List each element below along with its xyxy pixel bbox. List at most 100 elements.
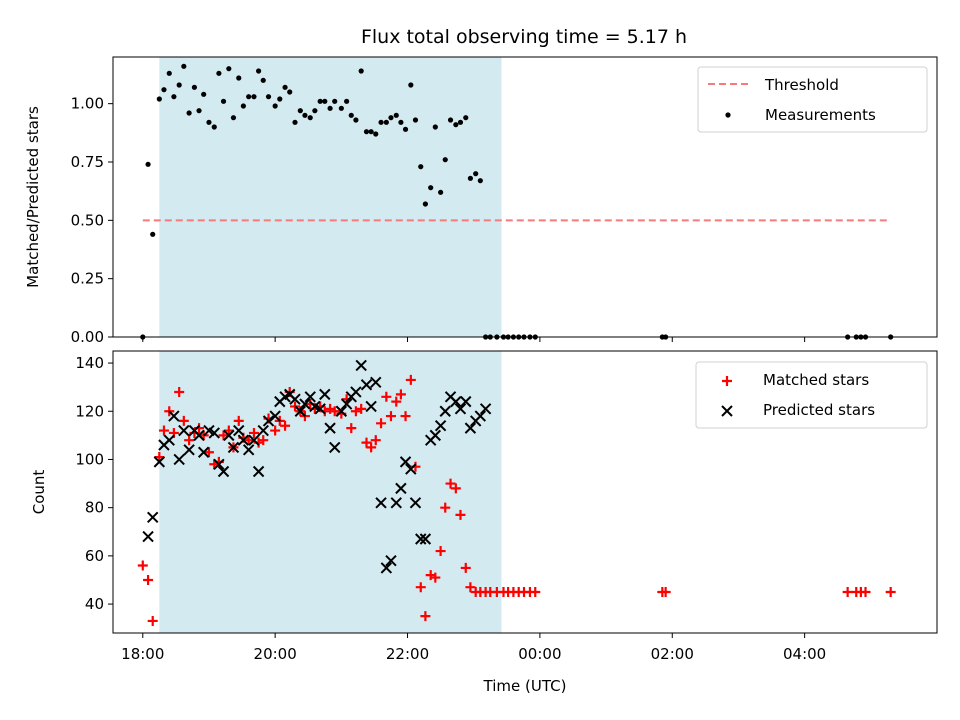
x-tick-label: 22:00: [386, 645, 429, 663]
matched-star-point: [203, 447, 214, 458]
predicted-star-point: [340, 398, 353, 410]
predicted-star-point: [217, 465, 230, 478]
predicted-star-point: [454, 403, 467, 415]
measurement-point: [191, 84, 198, 90]
measurement-point: [181, 63, 187, 69]
y-tick-label: 40: [85, 595, 104, 613]
predicted-star-point: [360, 379, 373, 391]
measurement-point: [388, 115, 394, 121]
predicted-star-point: [429, 429, 442, 442]
measurement-point: [256, 68, 262, 74]
legend-predicted-label: Predicted stars: [763, 401, 875, 419]
measurement-point: [378, 119, 384, 125]
predicted-star-point: [395, 482, 407, 495]
measurement-point: [246, 94, 252, 100]
predicted-star-point: [299, 398, 311, 410]
measurement-point: [473, 171, 479, 177]
measurement-point: [145, 161, 151, 167]
matched-star-point: [440, 502, 451, 513]
matched-star-point: [356, 403, 367, 414]
predicted-star-point: [335, 405, 348, 417]
matched-star-point: [460, 562, 471, 573]
measurement-point: [251, 94, 257, 100]
predicted-star-point: [294, 405, 307, 417]
measurement-point: [477, 178, 483, 184]
measurement-point: [327, 105, 333, 111]
measurement-point: [206, 119, 212, 125]
count-axes-frame: [112, 350, 938, 634]
legend: Matched stars Predicted stars: [695, 361, 928, 429]
measurement-point: [383, 119, 389, 125]
matched-star-point: [465, 582, 476, 593]
predicted-star-point: [419, 533, 432, 545]
measurement-point: [408, 82, 414, 88]
predicted-star-point: [269, 410, 281, 422]
measurement-point: [353, 117, 359, 123]
predicted-star-point: [257, 424, 269, 437]
matched-star-point: [223, 425, 234, 436]
measurement-point: [373, 131, 379, 137]
y-tick-label: 0.75: [71, 153, 104, 171]
y-axis-label: Matched/Predicted stars: [24, 106, 42, 288]
measurement-point: [176, 82, 182, 88]
predicted-star-point: [227, 441, 240, 454]
matched-star-point: [370, 435, 381, 446]
measurement-point: [418, 164, 424, 170]
measurement-point: [412, 117, 419, 123]
legend-measurement-label: Measurements: [765, 106, 876, 124]
measurement-point: [363, 129, 370, 135]
predicted-star-point: [380, 562, 393, 574]
predicted-star-point: [142, 530, 154, 543]
measurement-point: [438, 189, 444, 195]
matched-star-point: [405, 374, 416, 385]
predicted-star-point: [390, 497, 402, 509]
matched-star-point: [290, 401, 301, 412]
y-tick-label: 0.25: [71, 270, 104, 288]
measurement-point: [216, 70, 222, 76]
x-tick-label: 02:00: [651, 645, 694, 663]
matched-star-point: [218, 430, 229, 441]
predicted-star-point: [405, 463, 417, 475]
matched-star-point: [248, 427, 259, 438]
measurement-point: [402, 126, 409, 132]
measurement-point: [161, 87, 167, 93]
matched-star-point: [885, 587, 896, 598]
measurement-point: [312, 108, 318, 114]
predicted-star-point: [289, 393, 301, 405]
predicted-star-point: [399, 456, 412, 468]
predicted-star-point: [460, 395, 472, 408]
measurement-point: [393, 112, 399, 118]
predicted-star-point: [147, 511, 159, 524]
predicted-star-point: [365, 400, 377, 413]
measurement-point: [260, 77, 266, 83]
matched-star-point: [361, 437, 372, 448]
predicted-star-point: [208, 427, 220, 439]
x-tick-label: 18:00: [121, 645, 164, 663]
measurement-point: [463, 115, 469, 121]
matched-star-point: [415, 582, 426, 593]
predicted-star-point: [434, 420, 447, 432]
matched-star-point: [174, 386, 185, 397]
measurement-point: [442, 157, 448, 163]
predicted-star-point: [370, 376, 382, 389]
measurement-point: [348, 112, 354, 118]
predicted-star-point: [153, 456, 166, 468]
predicted-star-point: [304, 391, 316, 403]
measurement-point: [211, 124, 217, 130]
legend-predicted-swatch: [721, 405, 733, 417]
measurement-point: [171, 94, 177, 100]
measurement-point: [156, 96, 162, 102]
y-tick-label: 0.00: [71, 328, 104, 346]
matched-star-point: [270, 425, 281, 436]
matched-star-point: [450, 483, 461, 494]
measurement-point: [220, 98, 227, 104]
y-tick-label: 1.00: [71, 95, 104, 113]
measurement-point: [302, 112, 308, 118]
measurement-point: [186, 110, 192, 116]
predicted-star-point: [262, 415, 275, 427]
predicted-star-point: [173, 453, 185, 466]
y-tick-label: 120: [75, 402, 104, 420]
matched-star-point: [860, 587, 871, 598]
matched-star-point: [143, 574, 154, 585]
